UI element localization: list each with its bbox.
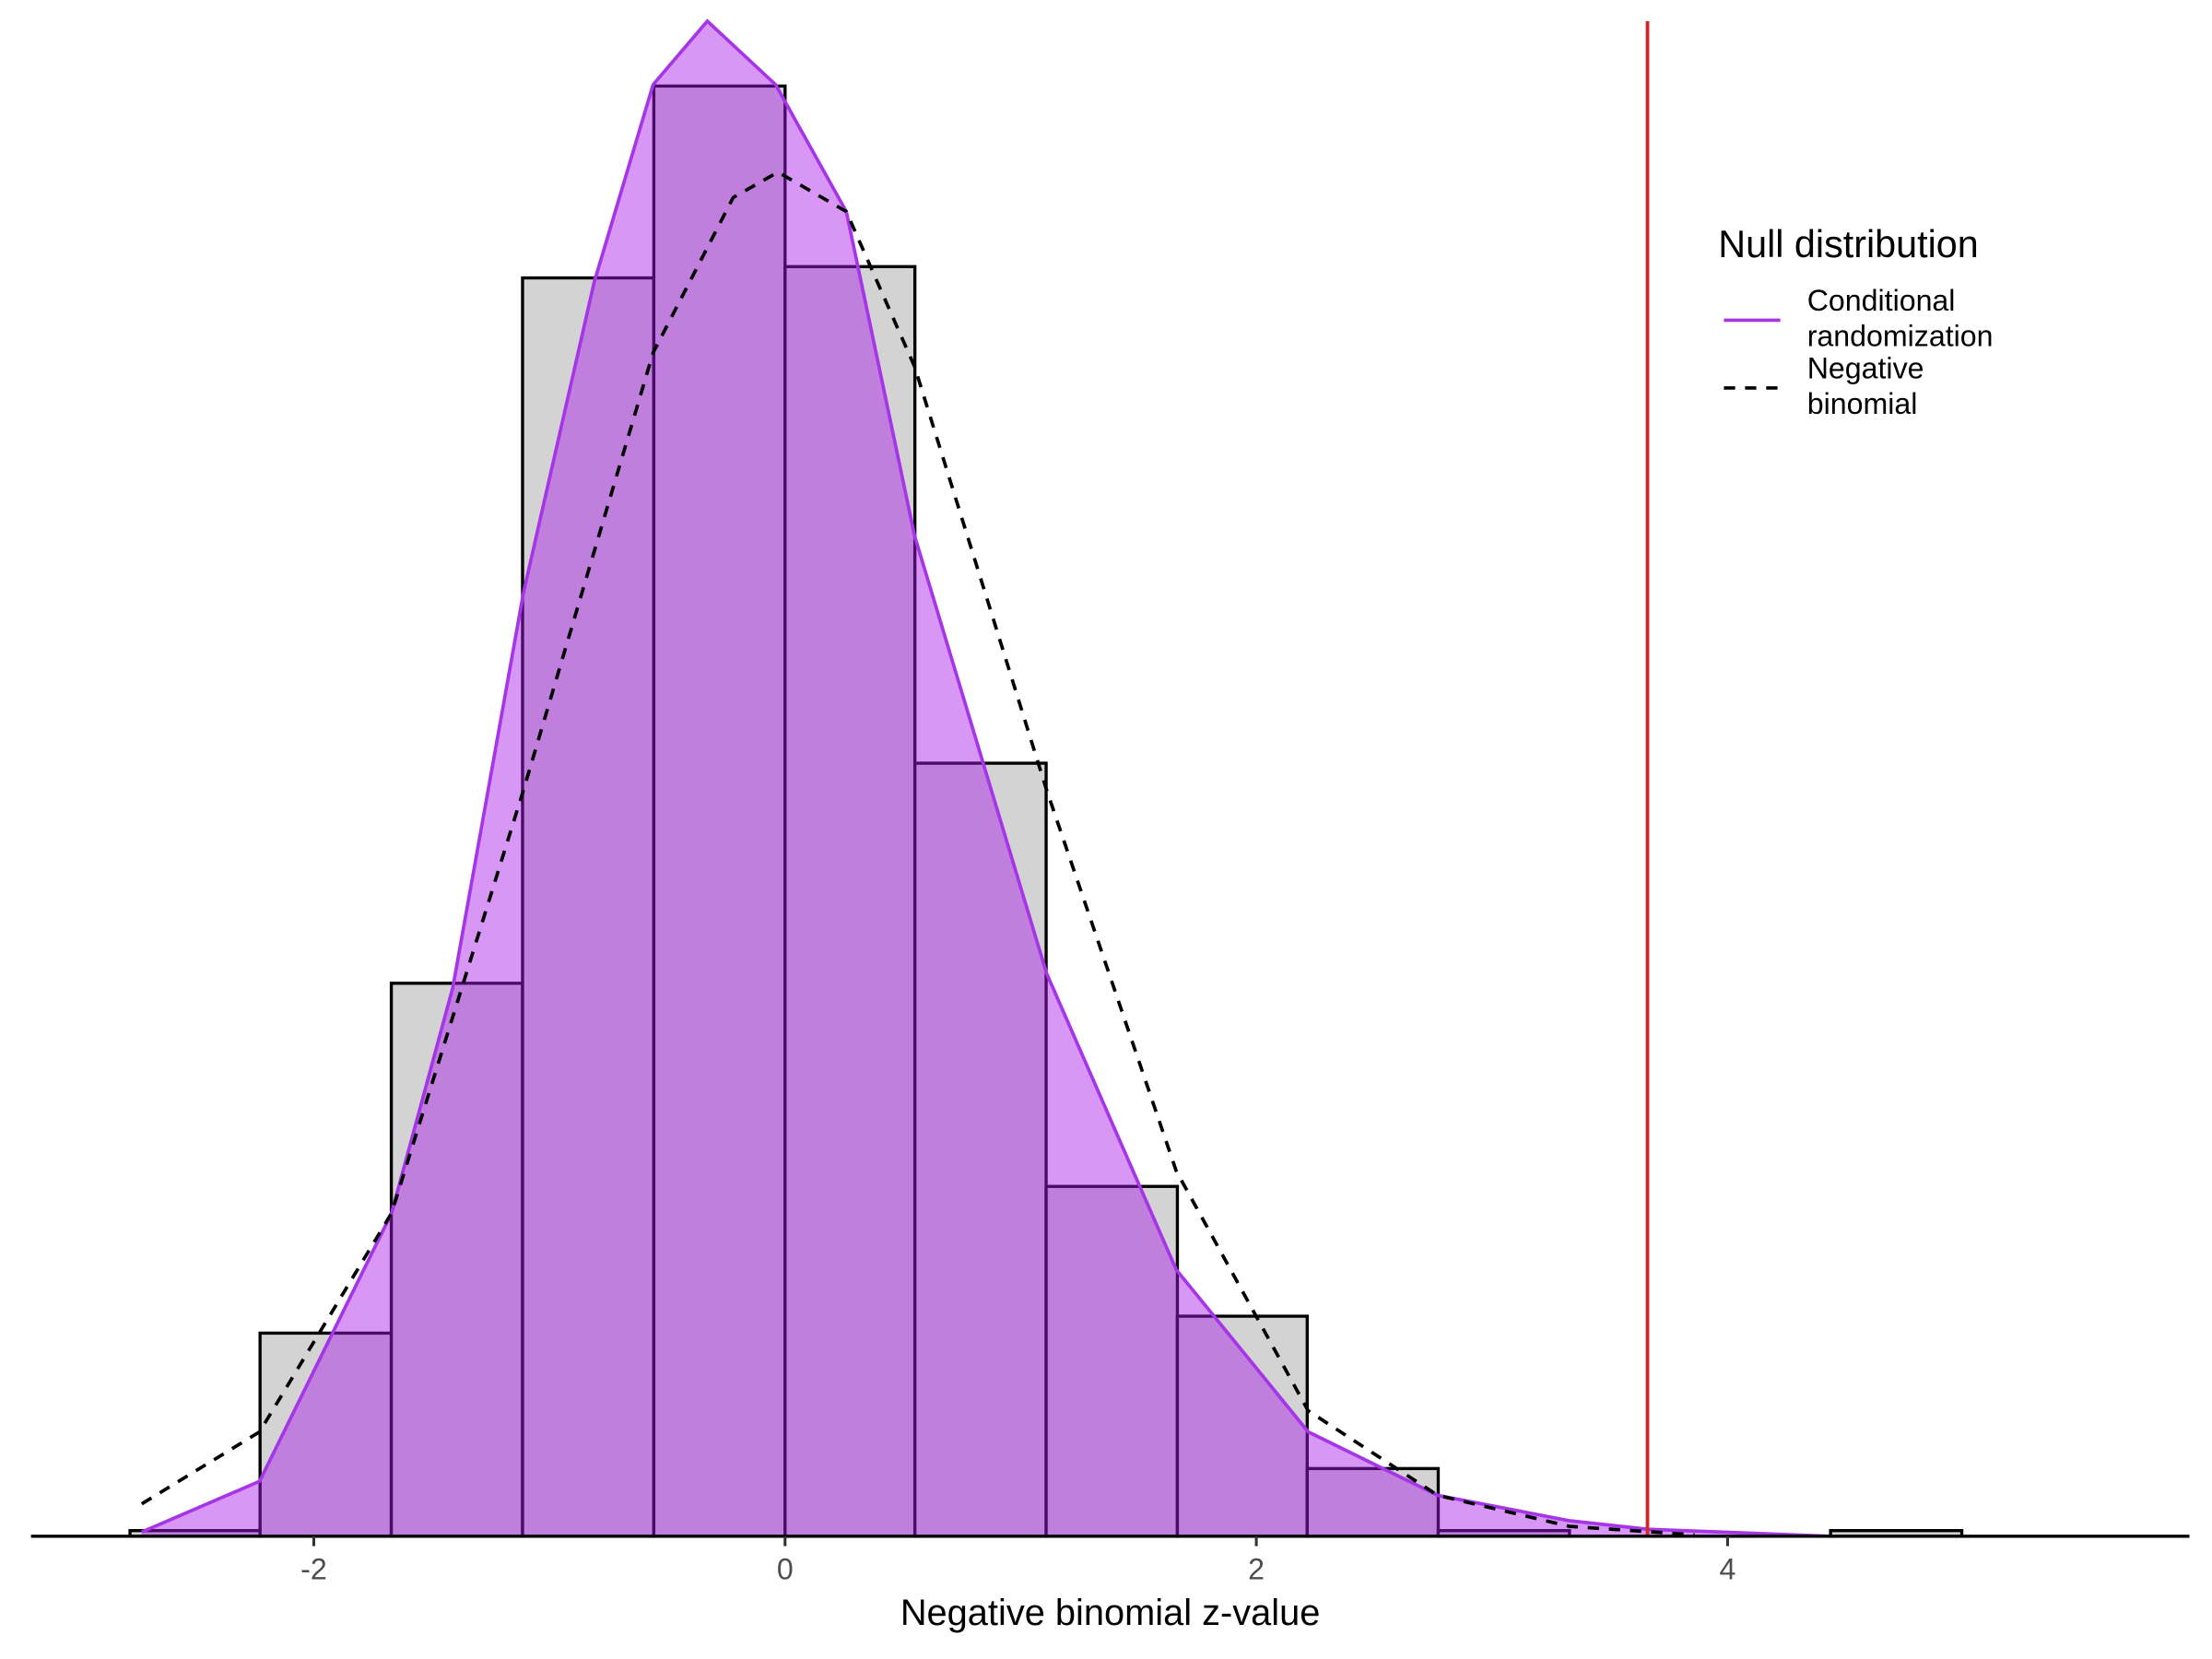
legend-label-line: Conditional: [1807, 285, 1956, 318]
bar: [1044, 1184, 1180, 1538]
x-tick-label: 0: [777, 1553, 794, 1586]
bar: [783, 265, 917, 1538]
legend-label-line: binomial: [1807, 387, 1918, 420]
x-axis-label: Negative binomial z-value: [900, 1593, 1321, 1633]
density-line: [140, 170, 1695, 1537]
legend-label-line: randomization: [1807, 320, 1994, 353]
legend-label: Negative binomial: [1807, 352, 1924, 420]
x-tick-label: 4: [1719, 1553, 1735, 1586]
legend-label: Conditional randomization: [1807, 285, 1994, 353]
x-tick-label: 2: [1248, 1553, 1265, 1586]
x-tick-label: -2: [300, 1553, 327, 1586]
legend-title: Null distribution: [1718, 223, 1978, 265]
bar: [912, 761, 1048, 1538]
legend-label-line: Negative: [1807, 352, 1924, 385]
density-line: [141, 18, 1831, 1538]
